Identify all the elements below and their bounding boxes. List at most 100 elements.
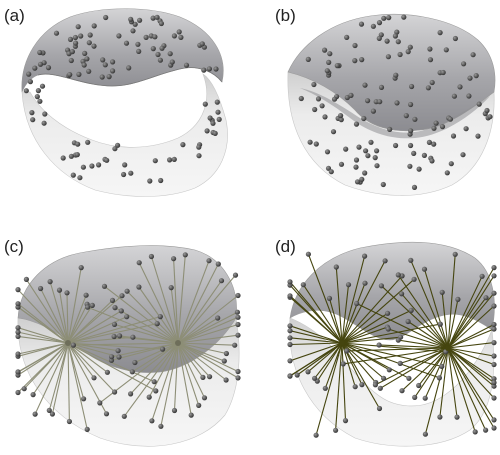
sample-point — [326, 295, 333, 301]
sample-point — [129, 369, 135, 375]
rod — [17, 335, 69, 344]
sample-point — [491, 383, 497, 389]
rod — [324, 342, 343, 389]
sample-point — [221, 358, 227, 364]
sample-point — [305, 251, 311, 257]
sample-point — [30, 117, 36, 123]
rod — [388, 328, 449, 349]
sample-point — [352, 58, 358, 64]
sample-point — [128, 16, 134, 22]
sample-point — [68, 57, 74, 64]
rod — [177, 342, 239, 372]
sample-point — [235, 375, 241, 381]
rod — [177, 342, 227, 381]
sample-point — [45, 65, 52, 71]
rod — [17, 342, 69, 393]
sample-point — [406, 375, 412, 381]
sample-point — [204, 128, 210, 134]
rod — [441, 292, 449, 349]
sample-point — [214, 99, 220, 105]
sample-point — [132, 359, 138, 366]
sample-point — [130, 334, 136, 340]
sample-point — [167, 51, 173, 57]
rod — [138, 262, 179, 344]
sample-point — [188, 412, 194, 418]
sample-point — [393, 142, 399, 149]
sample-point — [29, 110, 35, 116]
rod — [25, 279, 69, 344]
rod — [48, 342, 69, 411]
panel-d-points — [287, 251, 497, 438]
sample-point — [124, 288, 130, 294]
sample-point — [322, 47, 328, 53]
sample-point — [103, 411, 110, 417]
sample-point — [116, 33, 122, 39]
sample-point — [382, 258, 388, 264]
sample-point — [343, 146, 349, 152]
sample-point — [344, 34, 350, 41]
rod — [289, 325, 343, 344]
sample-point — [363, 148, 369, 154]
rod — [177, 334, 239, 344]
sample-point — [312, 375, 318, 381]
rod — [289, 337, 343, 344]
rod — [67, 316, 161, 344]
panel-d-hub-left — [339, 340, 345, 346]
sample-point — [84, 56, 90, 62]
sample-point — [376, 342, 382, 348]
rod — [67, 305, 93, 344]
rod — [447, 347, 495, 366]
sample-point — [60, 155, 66, 161]
sample-point — [358, 21, 365, 27]
sample-point — [152, 158, 158, 164]
sample-point — [452, 251, 458, 257]
sample-point — [212, 130, 218, 136]
panel-d-rods — [289, 254, 495, 436]
sample-point — [69, 49, 75, 55]
sample-point — [96, 162, 102, 168]
rod — [407, 321, 449, 349]
sample-point — [287, 358, 293, 364]
sample-point — [385, 310, 391, 316]
sample-point — [359, 176, 365, 182]
rod — [447, 292, 495, 349]
panel-d-hub-right — [445, 345, 451, 351]
panel-b: (b) — [275, 6, 496, 196]
sample-point — [450, 133, 457, 139]
sample-point — [345, 282, 352, 288]
rod — [341, 309, 412, 344]
rod — [341, 312, 388, 344]
rod — [148, 342, 179, 398]
sample-point — [110, 59, 116, 65]
sample-point — [201, 395, 208, 401]
sample-point — [67, 36, 74, 43]
sample-point — [77, 175, 83, 181]
sample-point — [353, 164, 359, 170]
sample-point — [128, 391, 134, 397]
sample-point — [386, 367, 392, 373]
sample-point — [397, 51, 403, 58]
rod — [49, 281, 69, 344]
sample-point — [150, 15, 156, 21]
sample-point — [112, 389, 118, 395]
sample-point — [405, 49, 411, 55]
panel-a: (a) — [4, 6, 228, 197]
sample-point — [437, 29, 443, 36]
rod — [17, 303, 69, 344]
rod — [111, 342, 179, 361]
sample-point — [431, 141, 437, 147]
sample-point — [169, 59, 175, 65]
sample-point — [287, 335, 293, 341]
rod — [114, 307, 179, 344]
rod — [401, 293, 449, 349]
sample-point — [287, 293, 293, 299]
sample-point — [491, 395, 497, 401]
rod — [335, 342, 343, 431]
sample-point — [15, 329, 21, 335]
rod — [51, 342, 69, 415]
rod — [177, 280, 222, 344]
rod — [307, 254, 343, 344]
sample-point — [147, 178, 153, 184]
sample-point — [370, 23, 376, 29]
rod — [177, 254, 186, 344]
